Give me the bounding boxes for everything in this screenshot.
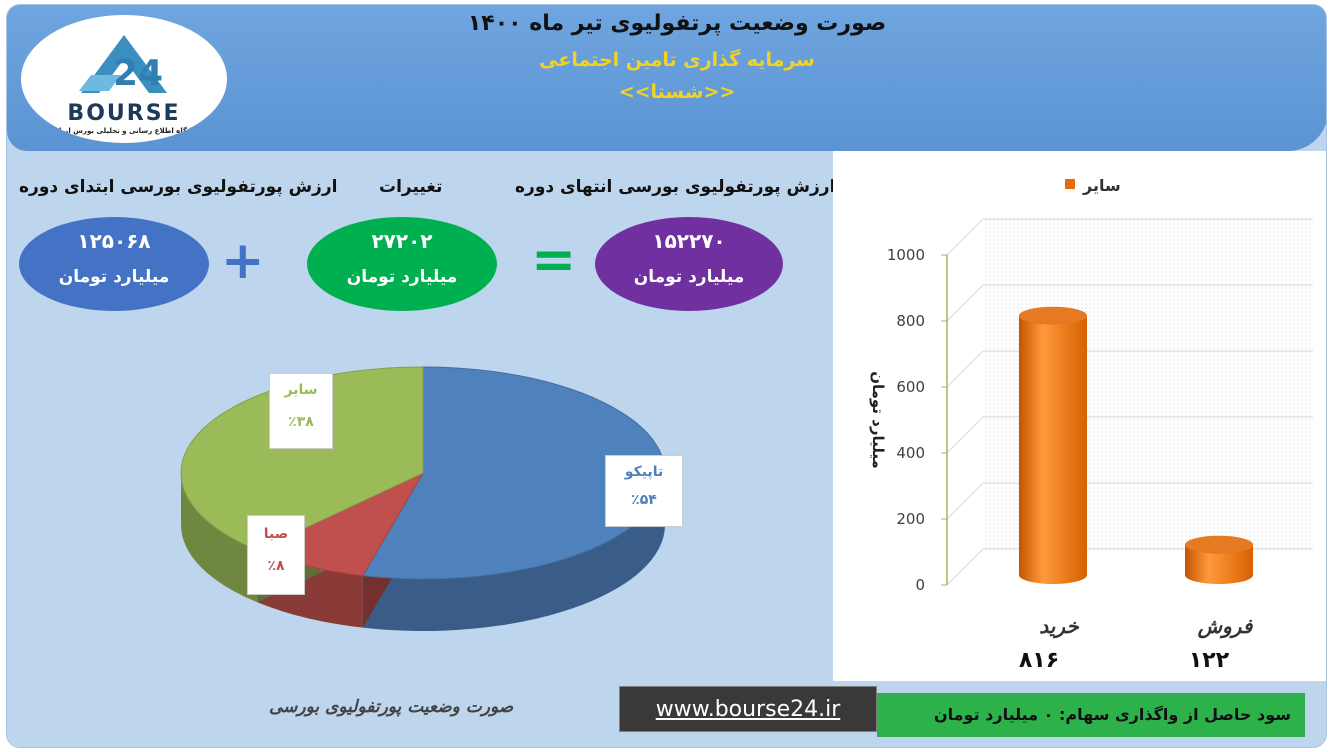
page-subtitle: سرمایه گذاری تامین اجتماعی (539, 49, 815, 71)
main-frame: 24 BOURSE پایگاه اطلاع رسانی و تحلیلی بو… (6, 4, 1327, 748)
logo-subtext: پایگاه اطلاع رسانی و تحلیلی بورس ایران (53, 127, 195, 135)
pie-slice-2 (180, 366, 424, 551)
svg-text:24: 24 (113, 53, 163, 94)
x-category-label: فروش (1197, 614, 1254, 639)
change-value-ellipse: ۲۷۲۰۲ میلیارد تومان (307, 217, 497, 311)
start-value-ellipse: ۱۲۵۰۶۸ میلیارد تومان (19, 217, 209, 311)
pie-label-percent: ٪۸ (267, 558, 285, 574)
y-tick-label: 0 (915, 576, 925, 594)
bar-value-label: ۱۲۲ (1189, 648, 1230, 673)
y-tick-label: 200 (896, 510, 925, 528)
end-value-header: ارزش پورتفولیوی بورسی انتهای دوره (515, 177, 836, 197)
start-value-header: ارزش پورتفولیوی بورسی ابتدای دوره (19, 177, 338, 197)
website-link[interactable]: www.bourse24.ir (655, 697, 841, 722)
bar-chart-panel: سایر 1000 800 600 400 200 0 میلیارد تومان خرید ۸۱… (833, 151, 1326, 681)
change-value: ۲۷۲۰۲ (371, 229, 433, 253)
website-link-box[interactable]: www.bourse24.ir (619, 686, 877, 732)
profit-text: سود حاصل از واگذاری سهام: ۰ میلیارد توما… (933, 705, 1291, 724)
pie-label-name: صبا (263, 526, 289, 542)
change-value-unit: میلیارد تومان (346, 267, 458, 287)
x-category-label: خرید (1039, 614, 1079, 639)
pie-label-tapico: تاپیکو ٪۵۴ (605, 455, 683, 527)
equals-sign: = (531, 228, 577, 291)
change-header: تغییرات (379, 177, 443, 197)
pie-slice-side (362, 473, 665, 631)
y-tick-label: 600 (896, 378, 925, 396)
start-value-unit: میلیارد تومان (58, 267, 170, 287)
y-tick-label: 1000 (887, 246, 925, 264)
pie-label-percent: ٪۳۸ (288, 414, 314, 430)
pie-label-name: تاپیکو (624, 464, 664, 480)
portfolio-pie-chart (180, 366, 666, 631)
end-value-unit: میلیارد تومان (633, 267, 745, 287)
y-tick-label: 400 (896, 444, 925, 462)
plus-sign: + (221, 231, 265, 291)
start-value: ۱۲۵۰۶۸ (77, 229, 151, 253)
pie-label-percent: ٪۵۴ (631, 492, 657, 508)
pie-label-saba: صبا ٪۸ (247, 515, 305, 595)
footer-caption: صورت وضعیت پورتفولیوی بورسی (269, 697, 514, 717)
bar-1 (1185, 535, 1253, 584)
bar-grid (941, 218, 1313, 586)
logo-text: BOURSE (67, 101, 181, 126)
legend-swatch (1065, 179, 1075, 189)
pie-slice-side (181, 473, 258, 603)
header-banner: 24 BOURSE پایگاه اطلاع رسانی و تحلیلی بو… (7, 5, 1326, 151)
bar-value-label: ۸۱۶ (1019, 648, 1059, 673)
pie-label-other: سایر ٪۳۸ (269, 373, 333, 449)
end-value-ellipse: ۱۵۲۲۷۰ میلیارد تومان (595, 217, 783, 311)
bourse24-logo: 24 BOURSE پایگاه اطلاع رسانی و تحلیلی بو… (21, 15, 227, 143)
page-title: صورت وضعیت پرتفولیوی تیر ماه ۱۴۰۰ (467, 11, 887, 36)
profit-box: سود حاصل از واگذاری سهام: ۰ میلیارد توما… (877, 693, 1305, 737)
bar-0 (1019, 306, 1087, 584)
pie-label-name: سایر (284, 382, 318, 398)
logo-mark-icon: 24 (79, 35, 167, 94)
y-axis-label: میلیارد تومان (869, 371, 887, 469)
trade-bar-chart: سایر 1000 800 600 400 200 0 میلیارد تومان خرید ۸۱… (869, 176, 1313, 673)
legend-label: سایر (1082, 176, 1121, 195)
end-value: ۱۵۲۲۷۰ (652, 229, 726, 253)
y-tick-label: 800 (896, 312, 925, 330)
page-subtitle-abbr: <<شستا>> (618, 81, 736, 103)
